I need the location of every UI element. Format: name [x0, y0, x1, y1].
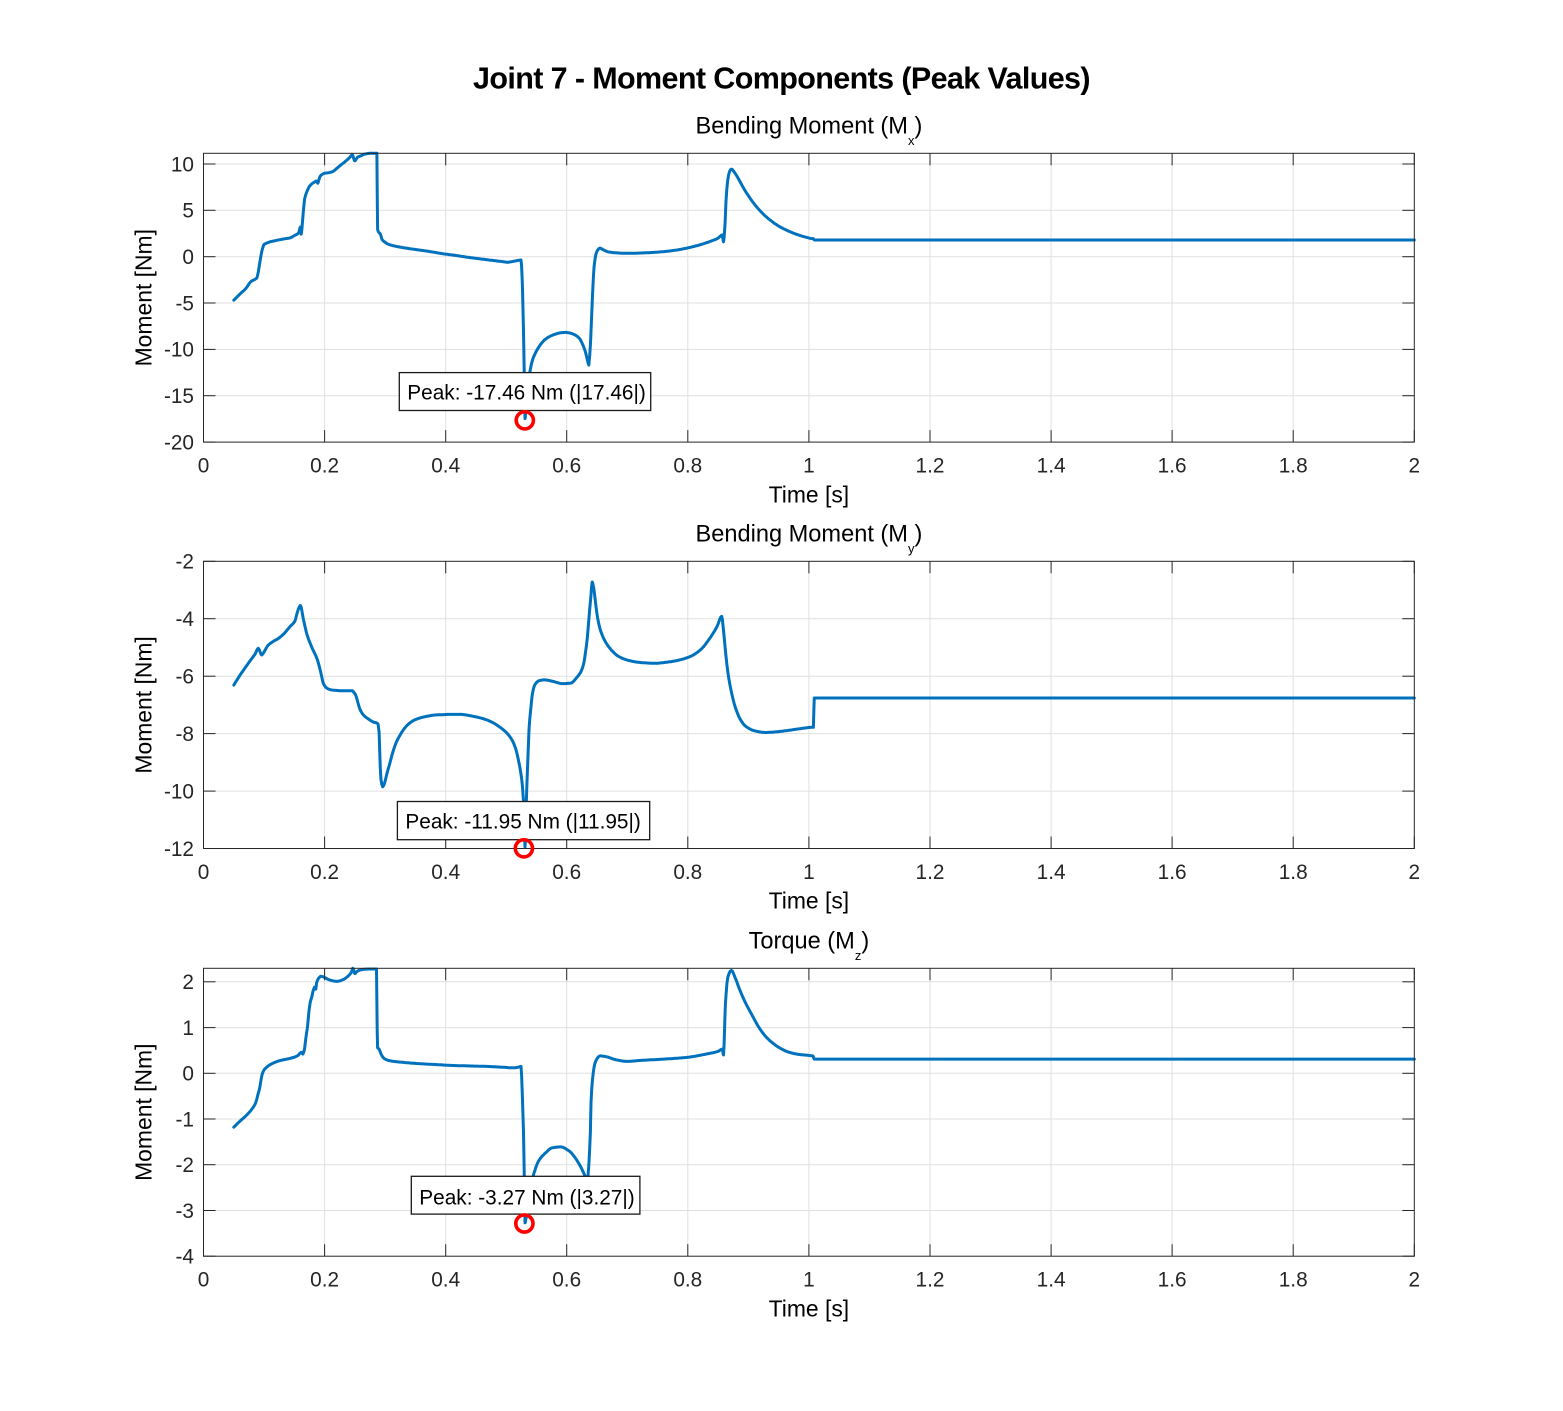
svg-text:1.6: 1.6 — [1158, 1269, 1187, 1292]
svg-text:10: 10 — [171, 153, 194, 176]
svg-text:1: 1 — [182, 1017, 194, 1040]
svg-text:0.2: 0.2 — [310, 1269, 339, 1292]
svg-text:-5: -5 — [176, 292, 195, 315]
svg-text:Peak: -17.46 Nm (|17.46|): Peak: -17.46 Nm (|17.46|) — [407, 381, 646, 404]
svg-text:0.4: 0.4 — [431, 455, 460, 478]
svg-text:0: 0 — [198, 455, 210, 478]
svg-text:1.2: 1.2 — [916, 861, 945, 884]
svg-text:-8: -8 — [176, 723, 195, 746]
svg-text:-4: -4 — [176, 608, 195, 631]
svg-text:Moment [Nm]: Moment [Nm] — [131, 229, 157, 366]
svg-text:-10: -10 — [164, 780, 194, 803]
svg-text:-3: -3 — [176, 1200, 195, 1223]
svg-text:Time [s]: Time [s] — [769, 1295, 850, 1321]
svg-text:0: 0 — [198, 1269, 210, 1292]
svg-text:1: 1 — [803, 1269, 815, 1292]
svg-text:1.6: 1.6 — [1158, 455, 1187, 478]
svg-text:0.6: 0.6 — [552, 1269, 581, 1292]
svg-text:0.2: 0.2 — [310, 455, 339, 478]
svg-text:-2: -2 — [176, 1154, 195, 1177]
svg-text:0.6: 0.6 — [552, 861, 581, 884]
svg-text:0.2: 0.2 — [310, 861, 339, 884]
svg-text:Joint 7 - Moment Components (P: Joint 7 - Moment Components (Peak Values… — [473, 61, 1090, 95]
svg-text:1.4: 1.4 — [1037, 455, 1066, 478]
svg-text:2: 2 — [182, 971, 194, 994]
svg-text:1.6: 1.6 — [1158, 861, 1187, 884]
svg-text:2: 2 — [1409, 455, 1421, 478]
svg-text:-1: -1 — [176, 1108, 195, 1131]
svg-text:0.6: 0.6 — [552, 455, 581, 478]
svg-text:0.8: 0.8 — [673, 861, 702, 884]
svg-text:-2: -2 — [176, 551, 195, 574]
svg-text:5: 5 — [182, 200, 194, 223]
svg-text:1.2: 1.2 — [916, 1269, 945, 1292]
svg-text:Peak: -11.95 Nm (|11.95|): Peak: -11.95 Nm (|11.95|) — [405, 811, 640, 834]
svg-text:-10: -10 — [164, 339, 194, 362]
svg-text:Time [s]: Time [s] — [769, 481, 850, 507]
svg-text:1.8: 1.8 — [1279, 861, 1308, 884]
svg-text:1.4: 1.4 — [1037, 1269, 1066, 1292]
svg-text:1.8: 1.8 — [1279, 455, 1308, 478]
svg-text:0.8: 0.8 — [673, 455, 702, 478]
svg-text:1.4: 1.4 — [1037, 861, 1066, 884]
svg-text:0.4: 0.4 — [431, 861, 460, 884]
svg-text:-20: -20 — [164, 431, 194, 454]
svg-text:-4: -4 — [176, 1246, 195, 1269]
svg-text:-15: -15 — [164, 385, 194, 408]
svg-text:1.2: 1.2 — [916, 455, 945, 478]
svg-text:0.8: 0.8 — [673, 1269, 702, 1292]
svg-text:0: 0 — [182, 246, 194, 269]
svg-text:1.8: 1.8 — [1279, 1269, 1308, 1292]
svg-text:0.4: 0.4 — [431, 1269, 460, 1292]
svg-text:Peak: -3.27 Nm (|3.27|): Peak: -3.27 Nm (|3.27|) — [419, 1186, 634, 1209]
svg-text:Moment [Nm]: Moment [Nm] — [131, 636, 157, 773]
svg-text:Moment [Nm]: Moment [Nm] — [131, 1044, 157, 1181]
svg-text:0: 0 — [182, 1063, 194, 1086]
svg-text:2: 2 — [1409, 861, 1421, 884]
svg-text:Time [s]: Time [s] — [769, 888, 850, 914]
svg-text:-6: -6 — [176, 666, 195, 689]
svg-text:1: 1 — [803, 861, 815, 884]
svg-text:2: 2 — [1409, 1269, 1421, 1292]
svg-text:0: 0 — [198, 861, 210, 884]
svg-text:1: 1 — [803, 455, 815, 478]
svg-text:-12: -12 — [164, 838, 194, 861]
